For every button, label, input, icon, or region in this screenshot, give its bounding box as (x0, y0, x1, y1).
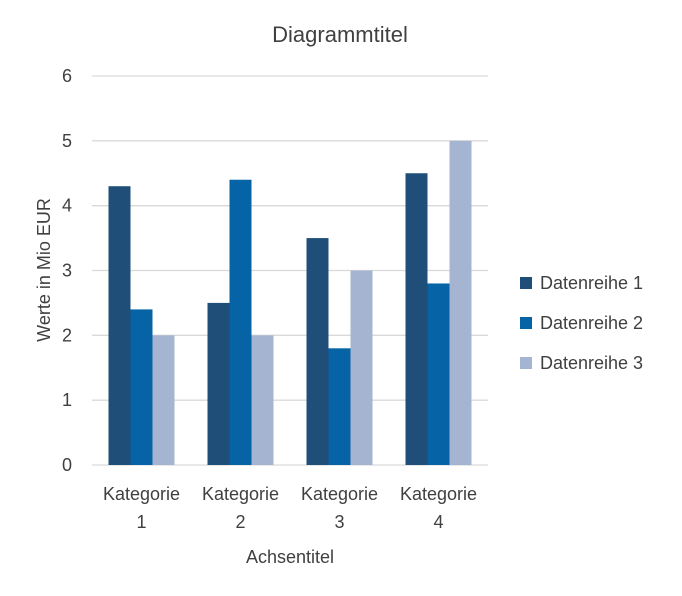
bar (405, 173, 428, 465)
x-tick-label: Kategorie 4 (400, 484, 477, 532)
legend-swatch (520, 277, 532, 289)
chart-title: Diagrammtitel (272, 22, 408, 47)
y-tick-label: 0 (62, 455, 72, 475)
y-tick-label: 3 (62, 261, 72, 281)
bar (108, 186, 131, 465)
x-tick-label: Kategorie 2 (202, 484, 279, 532)
x-axis-title: Achsentitel (246, 547, 334, 567)
bar (229, 179, 252, 465)
bar (207, 302, 230, 465)
legend: Datenreihe 1 Datenreihe 2 Datenreihe 3 (520, 273, 643, 373)
bar (427, 283, 450, 465)
x-tick-label: Kategorie 1 (103, 484, 180, 532)
bar (130, 309, 153, 465)
y-tick-labels: 0 1 2 3 4 5 6 (62, 66, 72, 475)
bar (350, 270, 373, 465)
y-tick-label: 4 (62, 196, 72, 216)
x-tick-label: Kategorie 3 (301, 484, 378, 532)
legend-swatch (520, 357, 532, 369)
y-tick-label: 2 (62, 325, 72, 345)
bar (306, 238, 329, 465)
legend-label: Datenreihe 1 (540, 273, 643, 293)
legend-swatch (520, 317, 532, 329)
y-tick-label: 5 (62, 131, 72, 151)
bars (108, 140, 472, 466)
y-tick-label: 1 (62, 390, 72, 410)
bar (449, 140, 472, 466)
y-tick-label: 6 (62, 66, 72, 86)
bar (251, 335, 274, 465)
x-tick-labels: Kategorie 1 Kategorie 2 Kategorie 3 Kategorie 4 (103, 484, 477, 532)
bar (152, 335, 175, 465)
bar (328, 348, 351, 465)
y-axis-title: Werte in Mio EUR (34, 198, 54, 342)
legend-label: Datenreihe 2 (540, 313, 643, 333)
legend-label: Datenreihe 3 (540, 353, 643, 373)
